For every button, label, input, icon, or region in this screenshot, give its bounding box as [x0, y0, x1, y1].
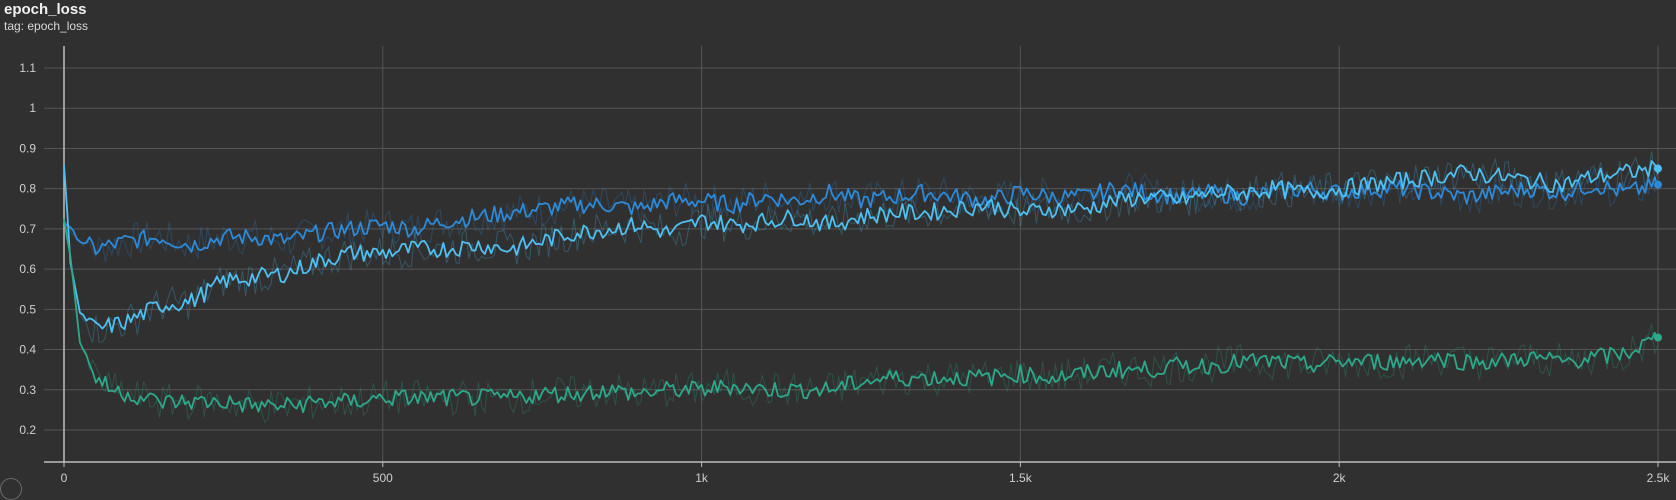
y-tick-label: 0.4: [19, 343, 36, 357]
line-chart[interactable]: 0.2 0.3 0.4 0.5 0.6 0.7 0.8 0.9 1 1.1 0 500 1k 1.5k 2k…: [0, 0, 1676, 488]
series-raw-line: [63, 220, 1659, 424]
series-end-point[interactable]: [1654, 164, 1662, 173]
x-tick-label: 1k: [695, 471, 709, 485]
series-end-point[interactable]: [1654, 180, 1662, 189]
y-tick-label: 0.9: [19, 141, 36, 155]
x-tick-label: 2.5k: [1647, 471, 1671, 485]
series-raw-line: [63, 168, 1659, 262]
series-raw-line: [63, 151, 1659, 343]
x-tick-label: 2k: [1333, 471, 1347, 485]
chart-title: epoch_loss: [4, 1, 87, 18]
y-tick-label: 0.6: [19, 262, 36, 276]
x-tick-label: 0: [61, 471, 68, 485]
y-tick-label: 0.7: [19, 222, 36, 236]
y-tick-label: 0.5: [19, 302, 36, 316]
y-tick-label: 0.2: [19, 423, 36, 437]
y-tick-label: 1.1: [19, 61, 36, 75]
x-tick-label: 500: [373, 471, 393, 485]
series-line[interactable]: [63, 160, 1659, 333]
y-tick-label: 1: [29, 101, 36, 115]
series-line[interactable]: [63, 218, 1659, 414]
y-tick-label: 0.3: [19, 383, 36, 397]
chart-tag: tag: epoch_loss: [4, 19, 89, 33]
x-tick-label: 1.5k: [1009, 471, 1033, 485]
series-end-point[interactable]: [1654, 333, 1662, 342]
y-tick-label: 0.8: [19, 182, 36, 196]
expand-circle-icon[interactable]: [0, 478, 22, 500]
